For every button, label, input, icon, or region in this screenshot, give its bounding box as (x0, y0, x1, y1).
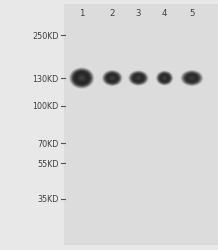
Ellipse shape (163, 78, 166, 80)
Ellipse shape (111, 78, 114, 80)
Text: 5: 5 (189, 9, 195, 18)
Ellipse shape (128, 71, 149, 86)
Ellipse shape (157, 72, 173, 86)
Ellipse shape (79, 76, 85, 82)
Text: 250KD: 250KD (32, 32, 59, 41)
Ellipse shape (133, 75, 144, 82)
Ellipse shape (81, 78, 83, 80)
Ellipse shape (131, 74, 145, 84)
Ellipse shape (107, 75, 118, 83)
Ellipse shape (108, 75, 117, 82)
Ellipse shape (136, 77, 141, 81)
Ellipse shape (69, 68, 94, 89)
Ellipse shape (75, 74, 88, 84)
Ellipse shape (182, 72, 201, 86)
Ellipse shape (134, 76, 143, 82)
Ellipse shape (109, 76, 116, 82)
Ellipse shape (106, 74, 118, 84)
Ellipse shape (156, 71, 173, 86)
Ellipse shape (162, 76, 167, 81)
Ellipse shape (110, 77, 115, 81)
Text: 4: 4 (162, 9, 167, 18)
Text: 1: 1 (79, 9, 85, 18)
Ellipse shape (183, 73, 200, 85)
Ellipse shape (181, 71, 202, 86)
Ellipse shape (138, 78, 139, 80)
Text: 130KD: 130KD (33, 74, 59, 83)
Ellipse shape (162, 77, 167, 80)
Ellipse shape (190, 78, 194, 80)
Ellipse shape (80, 77, 84, 80)
Ellipse shape (158, 73, 171, 84)
Ellipse shape (185, 74, 199, 84)
Ellipse shape (129, 72, 148, 86)
Text: 55KD: 55KD (37, 159, 59, 168)
Ellipse shape (164, 78, 165, 79)
Ellipse shape (159, 74, 170, 84)
Bar (64, 5, 218, 245)
Ellipse shape (74, 72, 89, 85)
Ellipse shape (191, 78, 193, 80)
Text: 100KD: 100KD (33, 102, 59, 111)
Ellipse shape (104, 73, 120, 85)
Ellipse shape (135, 76, 142, 81)
Ellipse shape (78, 75, 86, 82)
Ellipse shape (157, 72, 172, 85)
Text: 3: 3 (136, 9, 141, 18)
Ellipse shape (186, 75, 198, 83)
Ellipse shape (104, 72, 121, 86)
Text: 35KD: 35KD (37, 194, 59, 203)
Ellipse shape (71, 70, 92, 87)
Ellipse shape (189, 77, 195, 81)
Text: 70KD: 70KD (37, 139, 59, 148)
Ellipse shape (130, 72, 147, 85)
Ellipse shape (137, 78, 140, 80)
Ellipse shape (73, 72, 90, 86)
Ellipse shape (70, 69, 93, 88)
Ellipse shape (160, 75, 169, 82)
Ellipse shape (161, 76, 168, 82)
Text: 2: 2 (109, 9, 115, 18)
Ellipse shape (187, 75, 197, 82)
Ellipse shape (160, 74, 170, 83)
Ellipse shape (132, 74, 145, 83)
Ellipse shape (102, 70, 123, 87)
Ellipse shape (184, 73, 199, 84)
Ellipse shape (181, 70, 203, 87)
Ellipse shape (105, 73, 119, 84)
Ellipse shape (72, 71, 91, 87)
Ellipse shape (111, 78, 113, 80)
Ellipse shape (103, 71, 122, 86)
Ellipse shape (77, 74, 87, 83)
Ellipse shape (131, 73, 146, 85)
Ellipse shape (188, 76, 196, 82)
